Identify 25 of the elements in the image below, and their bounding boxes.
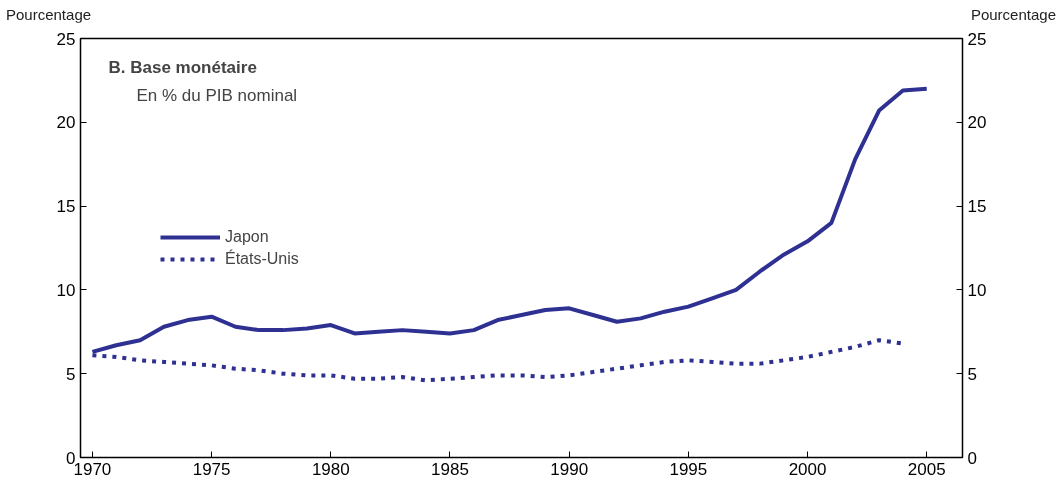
y-tick-label: 25 [56,29,76,49]
y-tick-label: 0 [66,448,76,468]
y-tick-label: 15 [56,197,76,217]
y-tick-label: 5 [66,364,76,384]
x-tick-label: 1975 [192,459,231,479]
y2-axis-title: Pourcentage [970,5,1056,25]
y2-tick-label: 5 [967,364,977,384]
y2-tick-label: 15 [967,197,987,217]
y2-tick-label: 20 [967,113,987,133]
y-axis-title: Pourcentage [6,5,92,25]
legend-label: Japon [225,227,269,246]
x-tick-label: 1990 [550,459,589,479]
y-tick-label: 20 [56,113,76,133]
y2-tick-label: 10 [967,280,987,300]
x-tick-label: 2005 [907,459,946,479]
text: En % du PIB nominal [136,85,298,105]
x-tick-label: 1995 [669,459,708,479]
x-tick-label: 1980 [311,459,350,479]
y2-tick-label: 25 [967,29,987,49]
y2-tick-label: 0 [967,448,977,468]
x-tick-label: 2000 [788,459,827,479]
text: B. Base monétaire [108,57,257,77]
x-tick-label: 1985 [431,459,469,479]
legend-label: États-Unis [225,249,299,268]
y-tick-label: 10 [56,280,76,300]
